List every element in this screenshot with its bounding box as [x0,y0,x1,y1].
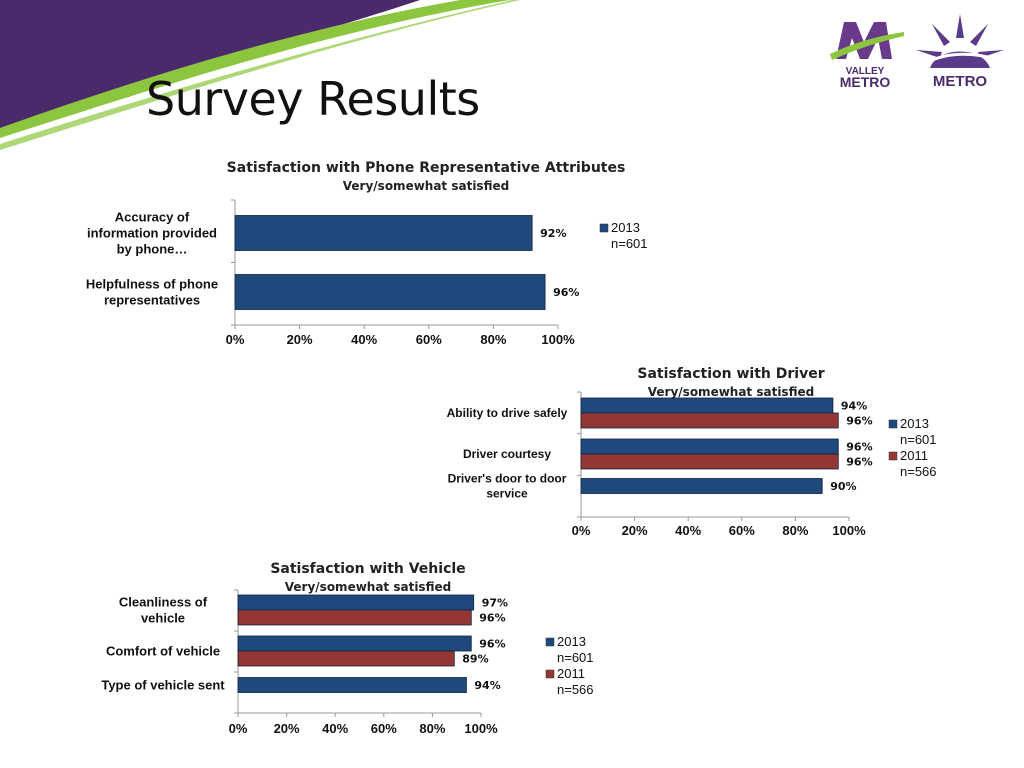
legend-swatch-2013 [599,223,609,233]
category-label-line: Helpfulness of phone [86,277,218,292]
data-label: 96% [846,440,872,453]
x-tick-label: 60% [371,721,397,736]
chart-title: Satisfaction with Phone Representative A… [227,160,626,176]
legend-sample-size: n=566 [557,682,594,697]
legend-label: 2013 [900,416,929,431]
bar-2011 [237,609,472,626]
legend-sample-size: n=566 [900,464,937,479]
legend-label: 2011 [900,448,928,463]
data-label: 96% [479,611,505,624]
chart-subtitle: Very/somewhat satisfied [648,385,814,399]
header-swoosh [0,0,520,150]
x-tick-label: 100% [541,332,575,347]
legend-swatch-2013 [545,637,555,647]
logo-valley-text: VALLEY [846,66,885,77]
category-label-line: service [486,487,528,501]
category-label: Driver's door to door service [448,472,567,501]
data-label: 96% [553,286,579,299]
x-tick-label: 100% [464,721,498,736]
category-label-line: Ability to drive safely [447,406,568,420]
x-tick-label: 40% [351,332,377,347]
metro-sun-logo: METRO [916,14,1004,90]
bar-2011 [580,412,839,429]
bar-2013 [234,274,546,310]
data-label: 92% [540,227,566,240]
bar-2013 [234,215,533,251]
x-tick-label: 40% [675,523,701,538]
bar-2011 [580,453,839,470]
category-label-line: Driver courtesy [463,447,551,461]
legend-label: 2013 [557,634,586,649]
valley-metro-logo: VALLEY METRO [830,22,904,90]
legend-label: 2011 [557,666,585,681]
legend-swatch-2011 [545,669,555,679]
bar-2013 [237,635,472,652]
legend-swatch-2013 [888,419,898,429]
x-tick-label: 0% [226,332,245,347]
legend-sample-size: n=601 [900,432,937,447]
x-tick-label: 80% [782,523,808,538]
legend-swatch-2011 [888,451,898,461]
category-label: Driver courtesy [463,447,551,461]
chart-title: Satisfaction with Vehicle [270,561,465,577]
chart-subtitle: Very/somewhat satisfied [343,179,509,193]
slide-title: Survey Results [146,72,480,126]
category-label-line: vehicle [141,611,185,626]
category-label: Helpfulness of phone representatives [86,277,218,308]
category-label-line: Driver's door to door [448,472,567,486]
legend-sample-size: n=601 [557,650,594,665]
data-label: 94% [841,399,867,412]
category-label-line: information provided [87,226,217,241]
logo-metro-text: METRO [840,74,891,90]
data-label: 96% [846,455,872,468]
category-label-line: Accuracy of [115,210,190,225]
bar-2011 [237,650,455,667]
x-tick-label: 60% [729,523,755,538]
data-label: 94% [474,679,500,692]
x-tick-label: 80% [480,332,506,347]
x-tick-label: 80% [419,721,445,736]
x-tick-label: 0% [229,721,248,736]
x-tick-label: 40% [322,721,348,736]
x-tick-label: 20% [622,523,648,538]
category-label: Ability to drive safely [447,406,568,420]
data-label: 96% [846,414,872,427]
category-label: Cleanliness of vehicle [119,595,208,626]
x-tick-label: 60% [416,332,442,347]
data-label: 96% [479,637,505,650]
x-tick-label: 20% [287,332,313,347]
data-label: 97% [482,596,508,609]
category-label-line: by phone… [117,242,188,257]
bar-2013 [237,677,467,693]
legend-sample-size: n=601 [611,236,648,251]
category-label-line: Cleanliness of [119,595,208,610]
category-label: Comfort of vehicle [106,644,220,659]
chart-title: Satisfaction with Driver [637,366,824,382]
category-label-line: Comfort of vehicle [106,644,220,659]
category-label: Accuracy of information provided by phone… [87,210,217,257]
category-label: Type of vehicle sent [101,678,225,693]
x-tick-label: 20% [274,721,300,736]
x-tick-label: 100% [832,523,866,538]
x-tick-label: 0% [572,523,591,538]
chart-subtitle: Very/somewhat satisfied [285,580,451,594]
category-label-line: representatives [104,293,200,308]
data-label: 90% [830,480,856,493]
data-label: 89% [462,652,488,665]
legend-label: 2013 [611,220,640,235]
category-label-line: Type of vehicle sent [101,678,225,693]
logo-metro-wordmark: METRO [933,73,987,90]
bar-2013 [580,478,823,494]
bar-2013 [237,594,475,611]
